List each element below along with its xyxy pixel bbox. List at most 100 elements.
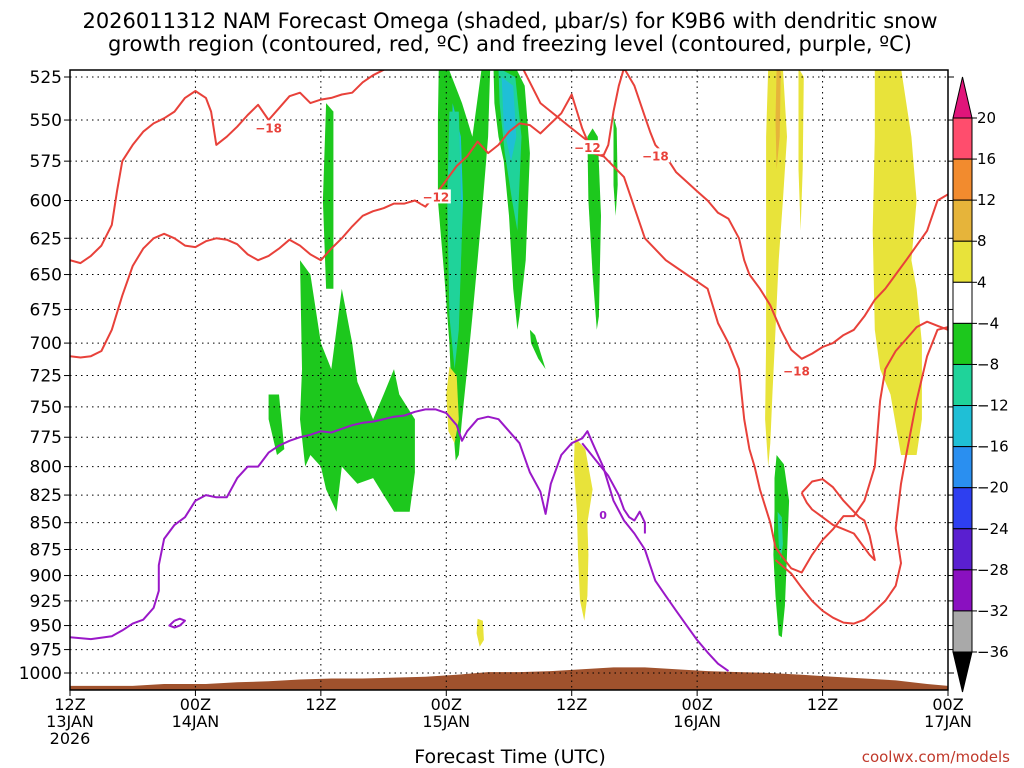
contour-label-bg <box>572 140 603 155</box>
y-tick-label: 825 <box>30 486 62 506</box>
colorbar-segment <box>952 446 973 489</box>
contour-label-bg <box>253 120 284 135</box>
colorbar-label: −12 <box>977 397 1009 415</box>
contour-label-bg <box>420 189 451 204</box>
freezing-contour <box>70 408 730 672</box>
y-tick-label: 750 <box>30 398 62 418</box>
omega-region <box>775 70 781 170</box>
colorbar-label: −4 <box>977 314 999 332</box>
contour-label-bg <box>640 148 671 163</box>
contour-label-bg <box>781 363 812 378</box>
chart-title-line1: 2026011312 NAM Forecast Omega (shaded, μ… <box>82 9 937 33</box>
freezing-label: 0 <box>599 509 607 522</box>
colorbar: 20 16 12 8 4 −4 −8 −12 −16 −20 −24 −28 −32 −36 <box>952 76 1009 693</box>
dgz-contour <box>70 70 385 265</box>
dgz-contour <box>800 478 876 561</box>
y-tick-label: 725 <box>30 367 62 387</box>
contour-label: −12 <box>422 190 449 204</box>
colorbar-segment <box>952 199 973 242</box>
y-tick-label: 525 <box>30 68 62 88</box>
colorbar-segment <box>952 240 973 283</box>
colorbar-label: −32 <box>977 602 1009 620</box>
contour-label: −18 <box>255 121 282 135</box>
omega-region <box>476 618 484 647</box>
y-tick-label: 900 <box>30 567 62 587</box>
colorbar-label: 4 <box>977 273 987 291</box>
y-tick-label: 925 <box>30 592 62 612</box>
freezing-contour <box>168 617 186 629</box>
colorbar-label: −8 <box>977 355 999 373</box>
x-tick-label: 14JAN <box>172 712 220 731</box>
colorbar-segment <box>952 281 973 324</box>
freezing-label-bg <box>598 508 609 521</box>
dgz-contour <box>522 70 948 574</box>
y-tick-label: 775 <box>30 428 62 448</box>
colorbar-segment <box>952 405 973 448</box>
chart-title-line2: growth region (contoured, red, ºC) and f… <box>108 32 912 56</box>
plot-area: −18 −12 −12 −18 −18 0 <box>69 69 949 691</box>
colorbar-label: 12 <box>977 191 996 209</box>
omega-region <box>872 70 922 455</box>
omega-region <box>798 70 804 231</box>
y-tick-label: 875 <box>30 540 62 560</box>
colorbar-label: −36 <box>977 643 1009 661</box>
y-axis: 525 550 575 600 625 650 675 700 725 750 775 800 825 8… <box>19 68 954 684</box>
x-tick-label: 12Z <box>807 695 838 714</box>
colorbar-label: −16 <box>977 438 1009 456</box>
x-tick-label: 17JAN <box>924 712 972 731</box>
x-tick-label: 12Z <box>54 695 85 714</box>
y-tick-label: 1000 <box>19 664 62 684</box>
contour-label: −18 <box>783 365 810 379</box>
y-tick-label: 800 <box>30 458 62 478</box>
x-tick-label: 2026 <box>50 729 91 748</box>
x-axis-label: Forecast Time (UTC) <box>414 746 605 768</box>
colorbar-segment <box>952 610 973 653</box>
omega-region <box>268 394 285 455</box>
x-tick-label: 00Z <box>180 695 211 714</box>
x-tick-label: 15JAN <box>422 712 470 731</box>
x-tick-label: 12Z <box>556 695 587 714</box>
y-tick-label: 950 <box>30 617 62 637</box>
colorbar-segment <box>952 158 973 201</box>
dgz-contour <box>70 70 948 360</box>
y-tick-label: 625 <box>30 229 62 249</box>
colorbar-bottom-arrow <box>952 651 973 693</box>
plot-frame <box>69 69 949 691</box>
x-tick-label: 00Z <box>932 695 963 714</box>
colorbar-label: 8 <box>977 232 987 250</box>
x-tick-label: 13JAN <box>46 712 94 731</box>
omega-region <box>777 511 783 560</box>
colorbar-segment <box>952 569 973 612</box>
colorbar-segment <box>952 528 973 571</box>
contour-label: −18 <box>642 149 669 163</box>
colorbar-segment <box>952 322 973 365</box>
colorbar-label: −20 <box>977 479 1009 497</box>
freezing-contour <box>581 442 646 534</box>
colorbar-label: −28 <box>977 561 1009 579</box>
omega-region <box>613 116 618 216</box>
dgz-contour <box>774 326 948 625</box>
colorbar-label: 20 <box>977 109 996 127</box>
colorbar-top-arrow <box>952 76 973 119</box>
y-tick-label: 700 <box>30 334 62 354</box>
x-tick-label: 00Z <box>431 695 462 714</box>
omega-region <box>501 77 517 162</box>
omega-region <box>573 437 593 621</box>
contour-label: −12 <box>574 141 601 155</box>
x-tick-label: 16JAN <box>673 712 721 731</box>
y-tick-label: 575 <box>30 152 62 172</box>
credit-text: coolwx.com/models <box>862 748 1010 766</box>
colorbar-label: 16 <box>977 150 996 168</box>
x-tick-label: 12Z <box>305 695 336 714</box>
y-tick-label: 975 <box>30 641 62 661</box>
omega-region <box>300 260 415 512</box>
colorbar-label: −24 <box>977 520 1009 538</box>
omega-region <box>322 103 334 289</box>
terrain-area <box>70 667 948 690</box>
plot-content: −18 −12 −12 −18 −18 0 <box>70 70 948 690</box>
omega-region <box>447 111 462 370</box>
omega-region <box>529 329 546 370</box>
omega-region <box>765 70 787 467</box>
